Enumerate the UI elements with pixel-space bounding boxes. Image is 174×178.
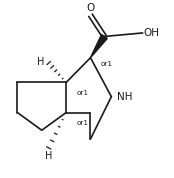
Polygon shape [90,35,107,58]
Text: NH: NH [117,92,133,102]
Text: H: H [37,57,44,67]
Text: or1: or1 [77,90,89,96]
Text: O: O [86,3,95,13]
Text: H: H [45,151,52,161]
Text: or1: or1 [77,120,89,126]
Text: or1: or1 [101,61,113,67]
Text: OH: OH [144,28,160,38]
